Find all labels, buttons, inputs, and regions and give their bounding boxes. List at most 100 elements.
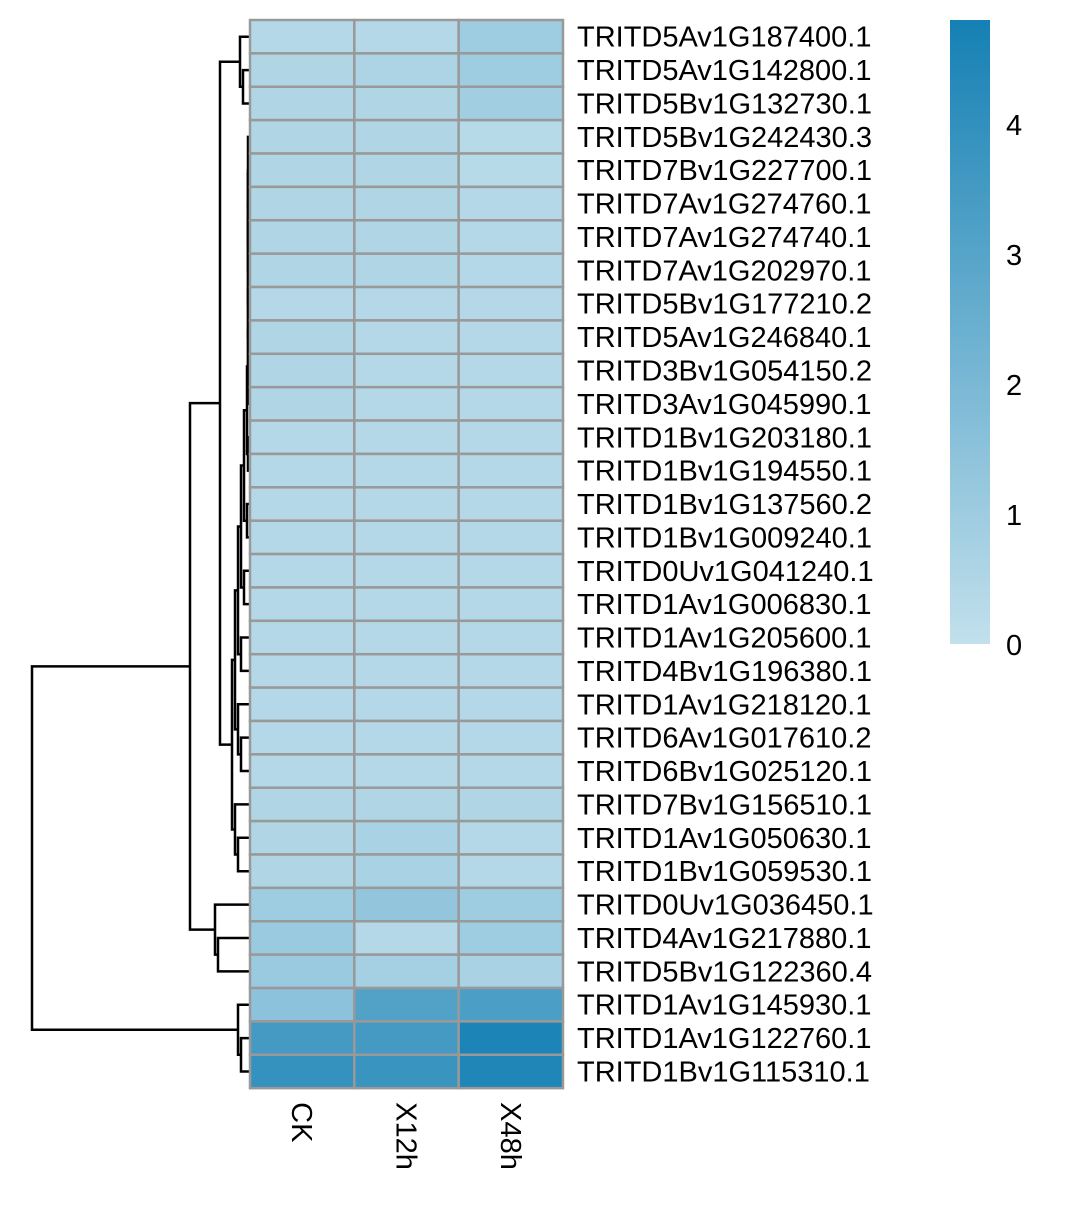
heatmap-cell bbox=[353, 853, 460, 890]
heatmap-cell bbox=[248, 185, 356, 222]
heatmap-cell bbox=[248, 953, 356, 990]
row-labels: TRITD5Av1G187400.1TRITD5Av1G142800.1TRIT… bbox=[577, 22, 874, 1089]
row-label: TRITD7Av1G274740.1 bbox=[577, 222, 871, 254]
dendrogram-branch bbox=[239, 636, 250, 673]
row-label: TRITD1Av1G205600.1 bbox=[577, 623, 871, 655]
dendrogram-branch bbox=[236, 1003, 250, 1057]
heatmap-cell bbox=[457, 419, 565, 456]
row-label: TRITD5Bv1G242430.3 bbox=[577, 122, 872, 154]
heatmap-cell bbox=[353, 486, 460, 522]
heatmap-cell bbox=[353, 619, 460, 656]
row-label: TRITD6Av1G017610.2 bbox=[577, 723, 871, 755]
row-label: TRITD3Av1G045990.1 bbox=[577, 389, 871, 421]
row-label: TRITD5Av1G246840.1 bbox=[577, 322, 871, 354]
heatmap-cell bbox=[248, 118, 356, 155]
heatmap-cell bbox=[457, 152, 565, 189]
heatmap-cell bbox=[353, 319, 460, 356]
heatmap-cell bbox=[353, 920, 460, 956]
heatmap-cell bbox=[353, 452, 460, 489]
heatmap-cell bbox=[353, 285, 460, 322]
heatmap-cell bbox=[248, 1053, 356, 1090]
dendrogram-branch bbox=[213, 903, 250, 956]
heatmap-cell bbox=[248, 686, 356, 723]
heatmap-cell bbox=[353, 1053, 460, 1090]
legend-tick-label: 2 bbox=[1006, 370, 1022, 402]
heatmap-cell bbox=[248, 819, 356, 856]
heatmap-cell bbox=[457, 586, 565, 623]
row-label: TRITD0Uv1G041240.1 bbox=[577, 556, 874, 588]
heatmap-cell bbox=[248, 753, 356, 789]
heatmap-cells bbox=[248, 18, 565, 1090]
heatmap-cell bbox=[248, 519, 356, 556]
dendrogram-branch bbox=[239, 1036, 250, 1073]
dendrogram-branch bbox=[245, 502, 250, 539]
heatmap-cell bbox=[353, 352, 460, 389]
heatmap-cell bbox=[457, 953, 565, 990]
heatmap-cell bbox=[457, 1053, 565, 1090]
row-label: TRITD4Av1G217880.1 bbox=[577, 923, 871, 955]
row-label: TRITD1Av1G218120.1 bbox=[577, 689, 871, 721]
dendrogram-branch bbox=[218, 60, 240, 746]
dendrogram-branch bbox=[230, 658, 235, 831]
row-label: TRITD4Bv1G196380.1 bbox=[577, 656, 872, 688]
heatmap-cell bbox=[457, 753, 565, 789]
heatmap-cell bbox=[248, 719, 356, 756]
heatmap-cell bbox=[457, 452, 565, 489]
heatmap-cell bbox=[457, 285, 565, 322]
row-label: TRITD7Av1G274760.1 bbox=[577, 189, 871, 221]
heatmap-cell bbox=[353, 52, 460, 89]
heatmap-cell bbox=[457, 719, 565, 756]
heatmap-cell bbox=[353, 686, 460, 723]
heatmap-cell bbox=[248, 18, 356, 55]
heatmap-cell bbox=[248, 419, 356, 456]
heatmap-cell bbox=[457, 619, 565, 656]
heatmap-cell bbox=[457, 486, 565, 522]
dendrogram-branch bbox=[238, 35, 250, 89]
heatmap-cell bbox=[353, 552, 460, 589]
heatmap-cell bbox=[457, 85, 565, 122]
heatmap-cell bbox=[248, 452, 356, 489]
row-label: TRITD1Av1G145930.1 bbox=[577, 990, 871, 1022]
heatmap-cell bbox=[248, 652, 356, 689]
row-label: TRITD1Bv1G194550.1 bbox=[577, 456, 872, 488]
dendrogram-branch bbox=[236, 836, 250, 873]
heatmap-cell bbox=[353, 219, 460, 255]
column-label: X48h bbox=[494, 1102, 526, 1170]
row-label: TRITD3Bv1G054150.2 bbox=[577, 355, 872, 387]
row-label: TRITD1Av1G122760.1 bbox=[577, 1023, 871, 1055]
row-label: TRITD5Bv1G132730.1 bbox=[577, 88, 872, 120]
legend-tick-label: 0 bbox=[1006, 630, 1022, 662]
heatmap-cell bbox=[353, 385, 460, 422]
legend-tick-label: 4 bbox=[1006, 110, 1022, 142]
heatmap-cell bbox=[353, 719, 460, 756]
legend-tick-label: 3 bbox=[1006, 240, 1022, 272]
heatmap-cell bbox=[353, 586, 460, 623]
heatmap-cell bbox=[248, 1020, 356, 1057]
heatmap-cell bbox=[353, 786, 460, 823]
heatmap-cell bbox=[248, 285, 356, 322]
column-labels: CK X12h X48h bbox=[285, 1102, 526, 1170]
color-legend-ticks: 0 1 2 3 4 bbox=[1006, 110, 1022, 662]
dendrogram-branch bbox=[239, 736, 250, 773]
heatmap-cell bbox=[248, 219, 356, 255]
row-label: TRITD5Bv1G177210.2 bbox=[577, 289, 872, 321]
heatmap-cell bbox=[353, 753, 460, 789]
row-label: TRITD7Av1G202970.1 bbox=[577, 255, 871, 287]
row-label: TRITD1Av1G050630.1 bbox=[577, 823, 871, 855]
heatmap-cell bbox=[457, 1020, 565, 1057]
heatmap-cell bbox=[457, 385, 565, 422]
heatmap-cell bbox=[353, 819, 460, 856]
heatmap-cell bbox=[457, 920, 565, 956]
dendrogram-branch bbox=[241, 68, 250, 105]
heatmap-cell bbox=[353, 519, 460, 556]
column-label: CK bbox=[285, 1102, 317, 1143]
heatmap-cell bbox=[248, 619, 356, 656]
heatmap-cell bbox=[353, 118, 460, 155]
heatmap-cell bbox=[353, 18, 460, 55]
row-label: TRITD0Uv1G036450.1 bbox=[577, 890, 874, 922]
heatmap-cell bbox=[353, 419, 460, 456]
row-label: TRITD6Bv1G025120.1 bbox=[577, 756, 872, 788]
heatmap-cell bbox=[457, 886, 565, 923]
row-label: TRITD5Av1G142800.1 bbox=[577, 55, 871, 87]
